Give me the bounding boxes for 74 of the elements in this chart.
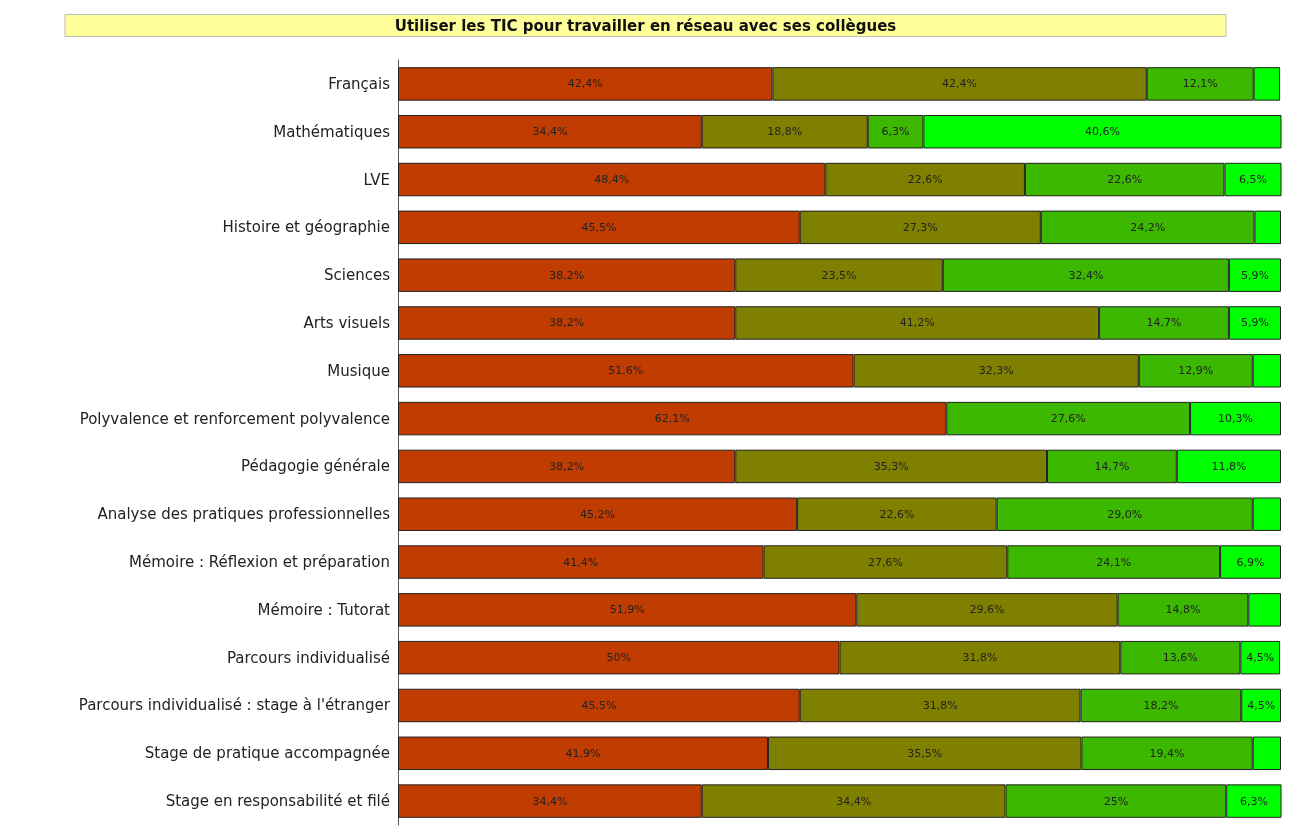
data-label: 6,3%	[881, 125, 910, 139]
data-label: 41,4%	[563, 555, 599, 569]
y-tick-label: Arts visuels	[303, 313, 391, 332]
data-label: 14,7%	[1094, 459, 1130, 473]
data-label: 19,4%	[1149, 746, 1185, 760]
data-label: 18,8%	[767, 125, 803, 139]
data-label: 6,3%	[1239, 794, 1268, 808]
data-label: 22,6%	[1107, 173, 1143, 187]
data-label: 4,5%	[1246, 651, 1275, 665]
data-label: 62,1%	[654, 412, 690, 426]
data-label: 4,5%	[1247, 698, 1276, 712]
y-tick-label: Pédagogie générale	[240, 457, 390, 476]
data-label: 13,6%	[1162, 651, 1198, 665]
data-label: 38,2%	[549, 459, 585, 473]
data-label: 31,8%	[962, 651, 998, 665]
data-label: 12,9%	[1178, 364, 1214, 378]
data-label: 14,8%	[1165, 603, 1201, 617]
data-label: 29,0%	[1107, 507, 1143, 521]
data-label: 18,2%	[1143, 698, 1179, 712]
data-label: 6,5%	[1239, 173, 1267, 187]
y-tick-label: Stage en responsabilité et filé	[165, 792, 390, 811]
y-tick-label: Mathématiques	[273, 122, 391, 141]
data-label: 10,3%	[1218, 412, 1253, 426]
data-label: 5,9%	[1240, 316, 1269, 330]
y-tick-label: LVE	[363, 170, 390, 189]
data-label: 35,3%	[873, 459, 909, 473]
data-label: 22,6%	[907, 173, 943, 187]
data-label: 34,4%	[532, 794, 568, 808]
data-label: 34,4%	[532, 125, 568, 139]
data-label: 50%	[606, 651, 631, 665]
data-label: 22,6%	[879, 507, 915, 521]
data-label: 11,8%	[1211, 459, 1247, 473]
data-label: 6,9%	[1236, 555, 1265, 569]
y-tick-label: Polyvalence et renforcement polyvalence	[79, 409, 390, 428]
y-tick-label: Sciences	[324, 266, 391, 285]
data-label: 51,9%	[609, 603, 645, 617]
data-label: 24,1%	[1096, 555, 1132, 569]
chart-title: Utiliser les TIC pour travailler en réseau avec ses collègues	[394, 16, 897, 35]
data-label: 27,3%	[902, 220, 938, 234]
y-tick-label: Parcours individualisé : stage à l'étranger	[78, 696, 391, 715]
data-label: 29,6%	[969, 603, 1005, 617]
y-tick-label: Histoire et géographie	[222, 218, 390, 237]
y-tick-label: Stage de pratique accompagnée	[144, 744, 390, 763]
data-label: 45,5%	[581, 220, 617, 234]
y-tick-label: Parcours individualisé	[226, 648, 390, 667]
data-label: 40,6%	[1084, 125, 1120, 139]
data-label: 41,9%	[565, 746, 601, 760]
data-label: 12,1%	[1182, 77, 1218, 91]
data-label: 35,5%	[907, 746, 943, 760]
data-label: 32,4%	[1068, 268, 1104, 282]
data-label: 51,6%	[608, 364, 644, 378]
data-label: 42,4%	[567, 77, 603, 91]
data-label: 38,2%	[549, 268, 585, 282]
data-label: 25%	[1103, 794, 1129, 808]
data-label: 32,3%	[978, 364, 1014, 378]
data-label: 42,4%	[942, 77, 978, 91]
data-label: 14,7%	[1146, 316, 1182, 330]
data-label: 27,6%	[1050, 412, 1086, 426]
data-label: 31,8%	[922, 698, 958, 712]
data-label: 45,5%	[581, 698, 617, 712]
data-label: 38,2%	[549, 316, 585, 330]
y-tick-label: Mémoire : Réflexion et préparation	[129, 553, 390, 572]
y-tick-label: Analyse des pratiques professionnelles	[97, 505, 391, 524]
y-tick-label: Musique	[327, 361, 390, 380]
data-label: 34,4%	[836, 794, 872, 808]
data-label: 5,9%	[1240, 268, 1269, 282]
data-label: 41,2%	[899, 316, 935, 330]
y-tick-label: Français	[328, 74, 391, 93]
data-label: 23,5%	[821, 268, 857, 282]
y-tick-label: Mémoire : Tutorat	[257, 600, 391, 619]
data-label: 24,2%	[1130, 220, 1166, 234]
data-label: 45,2%	[580, 507, 616, 521]
data-label: 48,4%	[594, 173, 630, 187]
data-label: 27,6%	[867, 555, 903, 569]
